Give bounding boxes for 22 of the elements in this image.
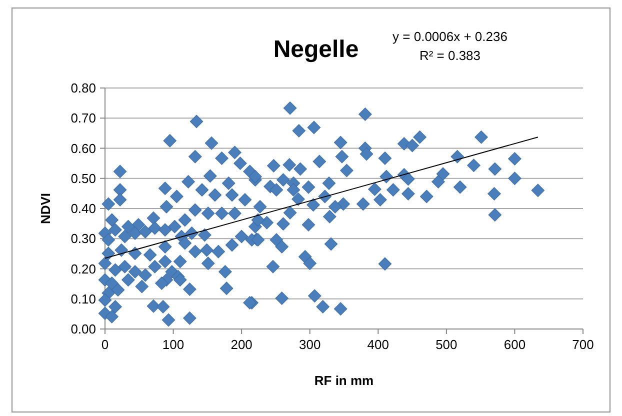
chart-title: Negelle (273, 36, 359, 63)
text: R² = 0.383 (419, 48, 481, 63)
text: y = 0.0006x + 0.236 (392, 29, 508, 44)
x-axis-title: RF in mm (314, 373, 374, 388)
x-tick-label: 0 (101, 337, 109, 352)
y-tick-label: 0.70 (70, 110, 96, 126)
x-tick-label: 700 (572, 337, 594, 352)
x-tick-label: 500 (436, 337, 458, 352)
x-tick-label: 400 (367, 337, 389, 352)
y-tick-label: 0.40 (70, 201, 96, 216)
y-tick-label: 0.00 (70, 322, 96, 337)
y-tick-label: 0.80 (70, 80, 96, 96)
y-tick-label: 0.50 (70, 170, 96, 186)
x-tick-label: 100 (162, 337, 184, 352)
x-tick-label: 300 (299, 337, 321, 352)
x-tick-label: 200 (230, 337, 252, 352)
y-axis-title: NDVI (38, 192, 53, 224)
y-tick-label: 0.10 (70, 291, 96, 306)
y-tick-label: 0.60 (70, 140, 96, 156)
y-tick-label: 0.20 (70, 261, 96, 276)
y-tick-label: 0.30 (70, 231, 96, 246)
x-tick-label: 600 (504, 337, 526, 352)
